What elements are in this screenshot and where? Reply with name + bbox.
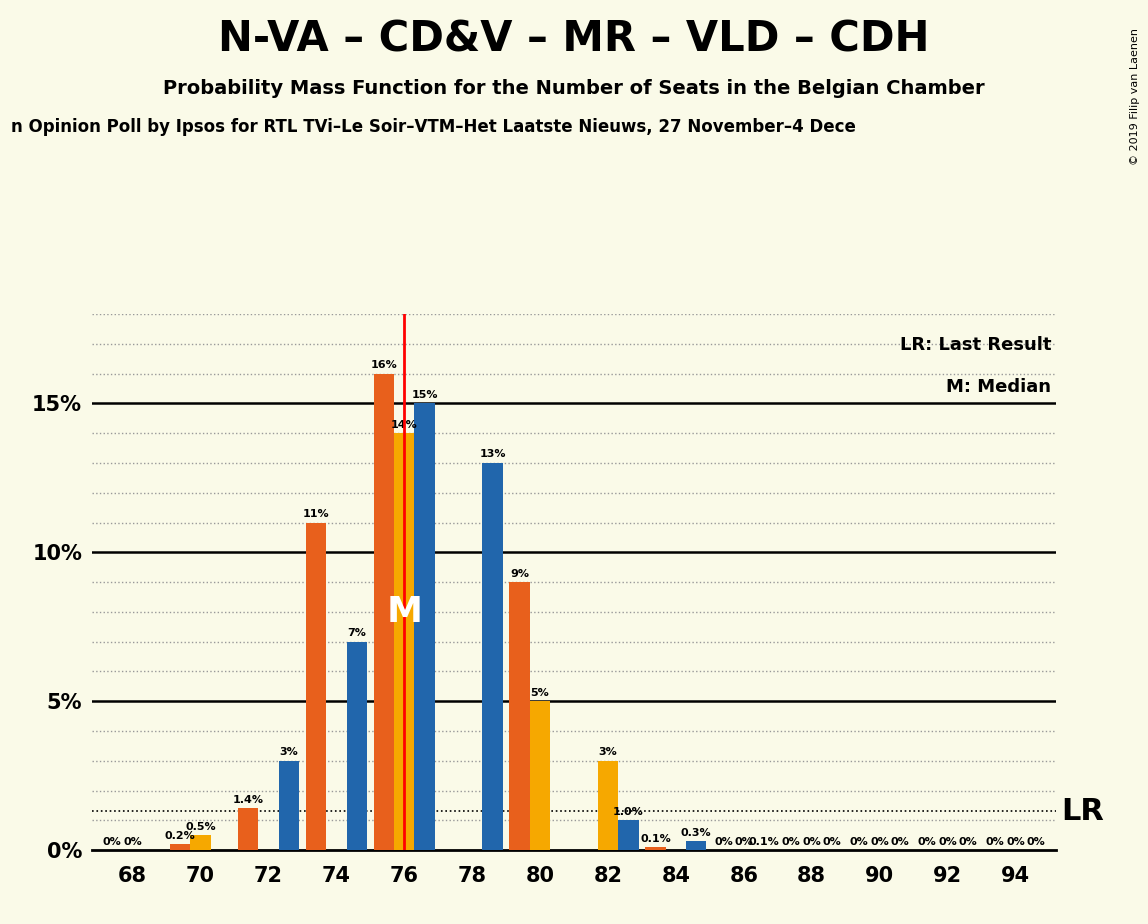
Bar xyxy=(238,808,258,850)
Text: 0.1%: 0.1% xyxy=(641,833,670,844)
Text: © 2019 Filip van Laenen: © 2019 Filip van Laenen xyxy=(1130,28,1140,164)
Bar xyxy=(347,641,367,850)
Text: 0%: 0% xyxy=(850,836,869,846)
Text: n Opinion Poll by Ipsos for RTL TVi–Le Soir–VTM–Het Laatste Nieuws, 27 November–: n Opinion Poll by Ipsos for RTL TVi–Le S… xyxy=(11,118,856,136)
Bar xyxy=(279,760,298,850)
Text: LR: LR xyxy=(1061,796,1104,826)
Text: 0%: 0% xyxy=(123,836,142,846)
Text: 13%: 13% xyxy=(479,449,506,459)
Bar xyxy=(394,433,414,850)
Text: 7%: 7% xyxy=(347,628,366,638)
Text: 0%: 0% xyxy=(823,836,841,846)
Bar xyxy=(687,841,706,850)
Text: 0%: 0% xyxy=(938,836,957,846)
Text: 0%: 0% xyxy=(103,836,122,846)
Bar xyxy=(170,845,191,850)
Text: 9%: 9% xyxy=(510,568,529,578)
Text: 0%: 0% xyxy=(870,836,889,846)
Text: 3%: 3% xyxy=(279,748,298,757)
Text: 3%: 3% xyxy=(598,748,618,757)
Text: N-VA – CD&V – MR – VLD – CDH: N-VA – CD&V – MR – VLD – CDH xyxy=(218,18,930,60)
Text: 0%: 0% xyxy=(802,836,821,846)
Bar xyxy=(373,373,394,850)
Text: 5%: 5% xyxy=(530,687,550,698)
Bar xyxy=(191,835,211,850)
Text: 0%: 0% xyxy=(735,836,753,846)
Text: 15%: 15% xyxy=(411,390,437,400)
Text: 0.5%: 0.5% xyxy=(185,821,216,832)
Text: 0%: 0% xyxy=(1006,836,1025,846)
Bar xyxy=(414,404,435,850)
Text: M: Median: M: Median xyxy=(946,379,1052,396)
Text: 0.2%: 0.2% xyxy=(165,831,195,841)
Bar xyxy=(645,847,666,850)
Text: M: M xyxy=(386,595,422,629)
Text: 0%: 0% xyxy=(986,836,1004,846)
Bar xyxy=(530,701,550,850)
Text: 0%: 0% xyxy=(1026,836,1045,846)
Text: 11%: 11% xyxy=(303,509,329,519)
Text: Probability Mass Function for the Number of Seats in the Belgian Chamber: Probability Mass Function for the Number… xyxy=(163,79,985,98)
Bar xyxy=(510,582,530,850)
Text: 1.0%: 1.0% xyxy=(613,807,644,817)
Bar xyxy=(482,463,503,850)
Text: 14%: 14% xyxy=(390,419,418,430)
Text: 0.3%: 0.3% xyxy=(681,828,712,837)
Text: 0%: 0% xyxy=(782,836,800,846)
Text: 0.1%: 0.1% xyxy=(748,836,779,846)
Bar xyxy=(305,523,326,850)
Bar xyxy=(618,821,638,850)
Text: 0%: 0% xyxy=(959,836,977,846)
Text: LR: Last Result: LR: Last Result xyxy=(900,335,1052,354)
Bar xyxy=(598,760,618,850)
Text: 0%: 0% xyxy=(891,836,909,846)
Text: 0%: 0% xyxy=(917,836,937,846)
Text: 1.4%: 1.4% xyxy=(233,795,264,805)
Text: 16%: 16% xyxy=(371,360,397,371)
Text: 0%: 0% xyxy=(714,836,732,846)
